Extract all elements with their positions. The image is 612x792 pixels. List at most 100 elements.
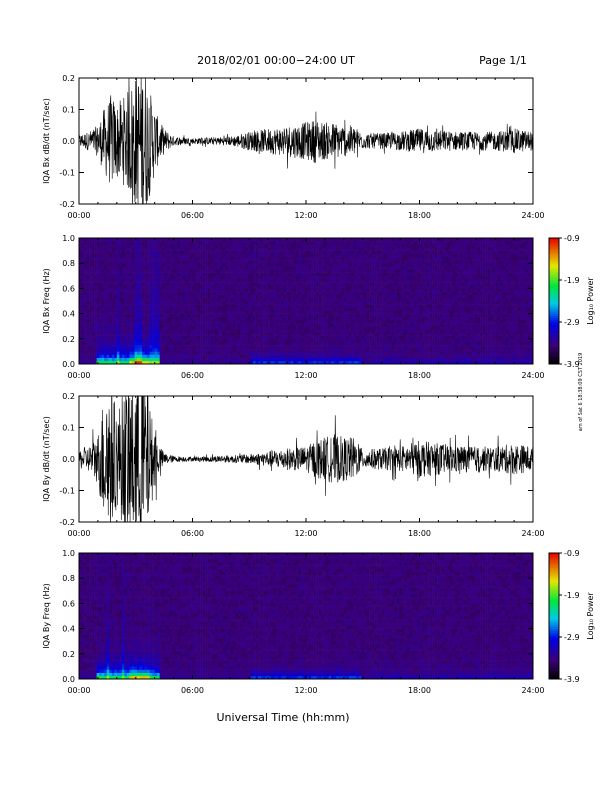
heatmap-cell <box>81 329 85 333</box>
heatmap-cell <box>280 294 284 299</box>
heatmap-cell <box>343 332 347 336</box>
heatmap-cell <box>263 351 266 355</box>
heatmap-cell <box>278 313 282 318</box>
heatmap-cell <box>187 256 191 261</box>
heatmap-cell <box>346 304 350 308</box>
heatmap-cell <box>167 269 171 273</box>
heatmap-cell <box>265 256 269 261</box>
heatmap-cell <box>321 294 324 299</box>
heatmap-cell <box>129 319 133 324</box>
heatmap-cell <box>353 282 357 286</box>
heatmap-cell <box>104 275 108 280</box>
heatmap-cell <box>230 285 234 289</box>
heatmap-cell <box>81 241 85 245</box>
heatmap-cell <box>379 323 382 327</box>
heatmap-cell <box>197 263 201 267</box>
heatmap-cell <box>157 351 161 355</box>
heatmap-cell <box>260 269 264 273</box>
heatmap-cell <box>386 360 390 365</box>
heatmap-cell <box>101 345 105 349</box>
heatmap-cell <box>177 272 181 277</box>
heatmap-cell <box>247 326 251 330</box>
heatmap-cell <box>358 256 362 261</box>
heatmap-cell <box>232 326 236 330</box>
heatmap-cell <box>343 351 347 355</box>
heatmap-cell <box>290 357 294 362</box>
heatmap-cell <box>227 354 231 358</box>
heatmap-cell <box>358 291 362 295</box>
heatmap-cell <box>217 313 221 318</box>
heatmap-cell <box>126 256 130 261</box>
heatmap-cell <box>220 244 224 248</box>
heatmap-cell <box>258 357 261 362</box>
heatmap-cell <box>172 260 176 264</box>
heatmap-cell <box>290 263 294 267</box>
heatmap-cell <box>101 335 105 340</box>
heatmap-cell <box>222 341 226 346</box>
heatmap-cell <box>200 253 203 258</box>
heatmap-cell <box>346 269 350 273</box>
heatmap-cell <box>386 272 390 277</box>
heatmap-cell <box>386 332 390 336</box>
heatmap-cell <box>109 282 113 286</box>
heatmap-cell <box>348 241 352 245</box>
heatmap-cell <box>86 291 90 295</box>
heatmap-cell <box>338 301 342 305</box>
heatmap-cell <box>126 244 130 248</box>
heatmap-cell <box>263 266 266 270</box>
heatmap-cell <box>119 288 123 292</box>
heatmap-cell <box>240 323 244 327</box>
heatmap-cell <box>177 297 181 302</box>
heatmap-cell <box>217 354 221 358</box>
heatmap-cell <box>202 329 206 333</box>
heatmap-cell <box>205 278 208 283</box>
heatmap-cell <box>96 351 100 355</box>
page-indicator: Page 1/1 <box>479 54 527 67</box>
heatmap-cell <box>182 360 186 365</box>
heatmap-cell <box>328 253 332 258</box>
heatmap-cell <box>222 348 226 352</box>
heatmap-cell <box>260 338 264 343</box>
heatmap-cell <box>172 285 176 289</box>
heatmap-cell <box>235 357 239 362</box>
heatmap-cell <box>263 310 266 314</box>
heatmap-cell <box>316 253 319 258</box>
heatmap-cell <box>154 263 158 267</box>
heatmap-cell <box>338 272 342 277</box>
heatmap-cell <box>114 345 118 349</box>
heatmap-cell <box>131 326 135 330</box>
heatmap-cell <box>144 288 148 292</box>
heatmap-cell <box>187 253 191 258</box>
heatmap-cell <box>258 253 261 258</box>
heatmap-cell <box>119 319 123 324</box>
heatmap-cell <box>217 247 221 251</box>
heatmap-cell <box>263 341 266 346</box>
heatmap-cell <box>91 313 95 318</box>
heatmap-cell <box>381 269 385 273</box>
heatmap-cell <box>157 288 161 292</box>
heatmap-cell <box>295 316 299 321</box>
heatmap-cell <box>240 348 244 352</box>
heatmap-cell <box>366 266 370 270</box>
heatmap-cell <box>268 332 271 336</box>
heatmap-cell <box>253 288 256 292</box>
heatmap-cell <box>333 304 337 308</box>
heatmap-cell <box>205 260 208 264</box>
heatmap-cell <box>346 278 350 283</box>
heatmap-cell <box>298 266 302 270</box>
heatmap-cell <box>131 351 135 355</box>
heatmap-cell <box>288 301 292 305</box>
heatmap-cell <box>94 313 97 318</box>
heatmap-cell <box>200 275 203 280</box>
heatmap-cell <box>283 247 287 251</box>
heatmap-cell <box>273 282 277 286</box>
heatmap-cell <box>137 341 140 346</box>
heatmap-cell <box>278 244 282 248</box>
heatmap-cell <box>167 263 171 267</box>
heatmap-cell <box>328 304 332 308</box>
heatmap-cell <box>116 345 120 349</box>
heatmap-cell <box>306 341 309 346</box>
heatmap-cell <box>91 345 95 349</box>
heatmap-cell <box>323 275 327 280</box>
heatmap-cell <box>162 294 166 299</box>
